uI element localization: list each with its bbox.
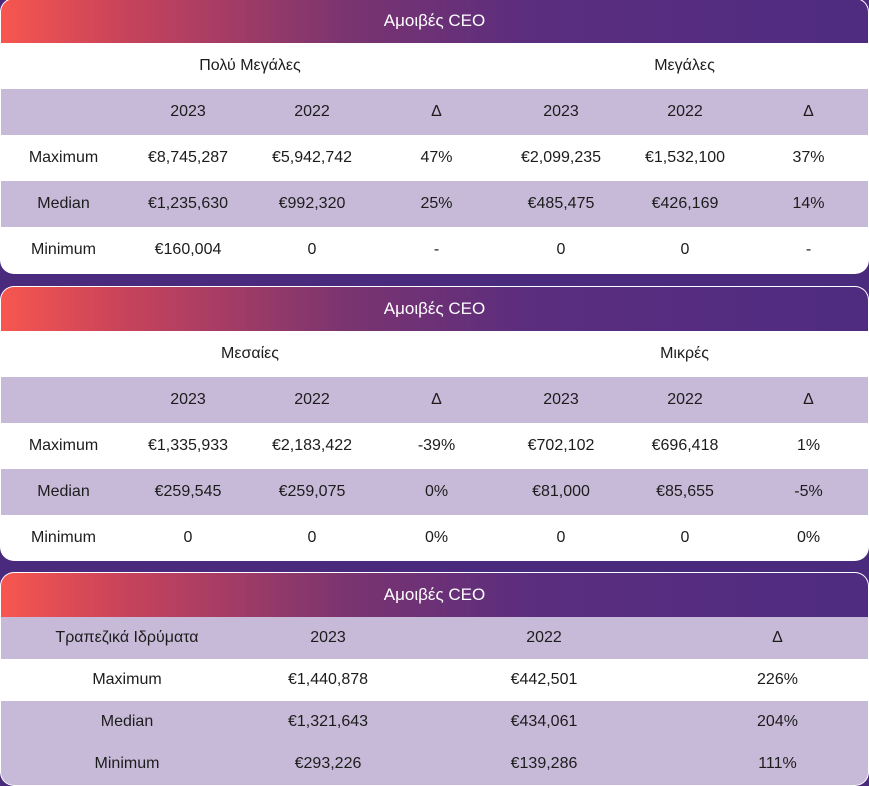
column-header: 2023 (170, 391, 206, 408)
table-cell: 47% (420, 149, 453, 166)
table-cell: €2,099,235 (520, 149, 602, 166)
table-cell: 37% (792, 149, 825, 166)
column-header: 2023 (310, 629, 346, 646)
row-label: Maximum (28, 437, 99, 454)
row-label: Minimum (31, 529, 96, 546)
table-cell: 0% (424, 529, 449, 546)
table-cell: 204% (757, 713, 798, 730)
table-cell: 0% (796, 529, 821, 546)
table-cell: €2,183,422 (271, 437, 353, 454)
card-title: Αμοιβές CEO (1, 0, 868, 43)
column-header: 2023 (543, 391, 579, 408)
table-cell: -5% (794, 483, 823, 500)
column-header: Τραπεζικά Ιδρύματα (55, 629, 199, 646)
table-row: Median €259,545 €259,075 0% €81,000 €85,… (1, 469, 868, 515)
table-row: Minimum €293,226 €139,286 111% (1, 743, 868, 785)
row-label: Maximum (28, 149, 99, 166)
column-header-row: Τραπεζικά Ιδρύματα 2023 2022 Δ (1, 617, 868, 659)
table-cell: 0 (307, 529, 317, 546)
table-cell: €8,745,287 (147, 149, 229, 166)
table-cell: €1,321,643 (287, 713, 369, 730)
table-cell: 0 (680, 529, 690, 546)
table-row: Maximum €1,440,878 €442,501 226% (1, 659, 868, 701)
table-cell: 111% (758, 755, 797, 772)
table-cell: 1% (796, 437, 821, 454)
table-cell: 25% (420, 195, 453, 212)
table-cell: 0 (183, 529, 193, 546)
table-cell: - (433, 241, 440, 258)
table-cell: 0 (680, 241, 690, 258)
group-label-large: Μεγάλες (654, 57, 715, 74)
table-cell: 0 (556, 241, 566, 258)
row-label: Median (37, 195, 90, 212)
table-row: Minimum €160,004 0 - 0 0 - (1, 227, 868, 273)
table-row: Minimum 0 0 0% 0 0 0% (1, 515, 868, 560)
table-row: Median €1,235,630 €992,320 25% €485,475 … (1, 181, 868, 227)
row-label: Median (37, 483, 90, 500)
group-label-medium: Μεσαίες (221, 345, 279, 362)
column-header: Δ (803, 103, 814, 120)
table-cell: €139,286 (510, 755, 578, 772)
table-cell: €293,226 (294, 755, 362, 772)
table-cell: €1,235,630 (147, 195, 229, 212)
column-header: Δ (803, 391, 814, 408)
column-header: Δ (772, 629, 783, 646)
group-label-very-large: Πολύ Μεγάλες (199, 57, 301, 74)
group-label-small: Μικρές (660, 345, 709, 362)
group-header-row: Μεσαίες Μικρές (1, 331, 868, 377)
table-row: Maximum €8,745,287 €5,942,742 47% €2,099… (1, 135, 868, 181)
table-cell: €426,169 (651, 195, 719, 212)
row-label: Minimum (94, 755, 160, 772)
ceo-pay-card-medium: Αμοιβές CEO Μεσαίες Μικρές 2023 2022 Δ 2… (0, 286, 869, 561)
column-header: 2022 (667, 103, 703, 120)
table-row: Maximum €1,335,933 €2,183,422 -39% €702,… (1, 423, 868, 469)
row-label: Minimum (31, 241, 96, 258)
card-title: Αμοιβές CEO (1, 573, 868, 617)
table-cell: €442,501 (510, 671, 578, 688)
table-cell: €1,440,878 (287, 671, 369, 688)
row-label: Median (100, 713, 154, 730)
table-cell: €160,004 (154, 241, 222, 258)
table-cell: 14% (792, 195, 825, 212)
card-title: Αμοιβές CEO (1, 287, 868, 331)
table-cell: €81,000 (532, 483, 590, 500)
table-cell: €85,655 (656, 483, 714, 500)
column-header: 2022 (294, 391, 330, 408)
table-cell: €696,418 (651, 437, 719, 454)
table-cell: €259,075 (278, 483, 346, 500)
column-header: 2023 (543, 103, 579, 120)
table-cell: €1,532,100 (644, 149, 726, 166)
column-header: 2022 (294, 103, 330, 120)
column-header-row: 2023 2022 Δ 2023 2022 Δ (1, 377, 868, 423)
table-cell: €259,545 (154, 483, 222, 500)
table-cell: €702,102 (527, 437, 595, 454)
table-cell: €992,320 (278, 195, 346, 212)
column-header: 2022 (667, 391, 703, 408)
table-cell: €5,942,742 (271, 149, 353, 166)
row-label: Maximum (92, 671, 162, 688)
table-cell: 226% (757, 671, 798, 688)
column-header: Δ (431, 103, 442, 120)
table-cell: 0 (307, 241, 317, 258)
table-cell: -39% (417, 437, 456, 454)
column-header-row: 2023 2022 Δ 2023 2022 Δ (1, 89, 868, 135)
column-header (1, 89, 126, 135)
column-header: Δ (431, 391, 442, 408)
ceo-pay-card-banks: Αμοιβές CEO Τραπεζικά Ιδρύματα 2023 2022… (0, 572, 869, 786)
table-cell: €1,335,933 (147, 437, 229, 454)
table-cell: €485,475 (527, 195, 595, 212)
group-header-row: Πολύ Μεγάλες Μεγάλες (1, 43, 868, 89)
ceo-pay-card-large: Αμοιβές CEO Πολύ Μεγάλες Μεγάλες 2023 20… (0, 0, 869, 274)
column-header (1, 377, 126, 423)
table-row: Median €1,321,643 €434,061 204% (1, 701, 868, 743)
column-header: 2022 (526, 629, 562, 646)
table-cell: - (805, 241, 812, 258)
table-cell: 0 (556, 529, 566, 546)
table-cell: €434,061 (510, 713, 578, 730)
column-header: 2023 (170, 103, 206, 120)
table-cell: 0% (424, 483, 449, 500)
